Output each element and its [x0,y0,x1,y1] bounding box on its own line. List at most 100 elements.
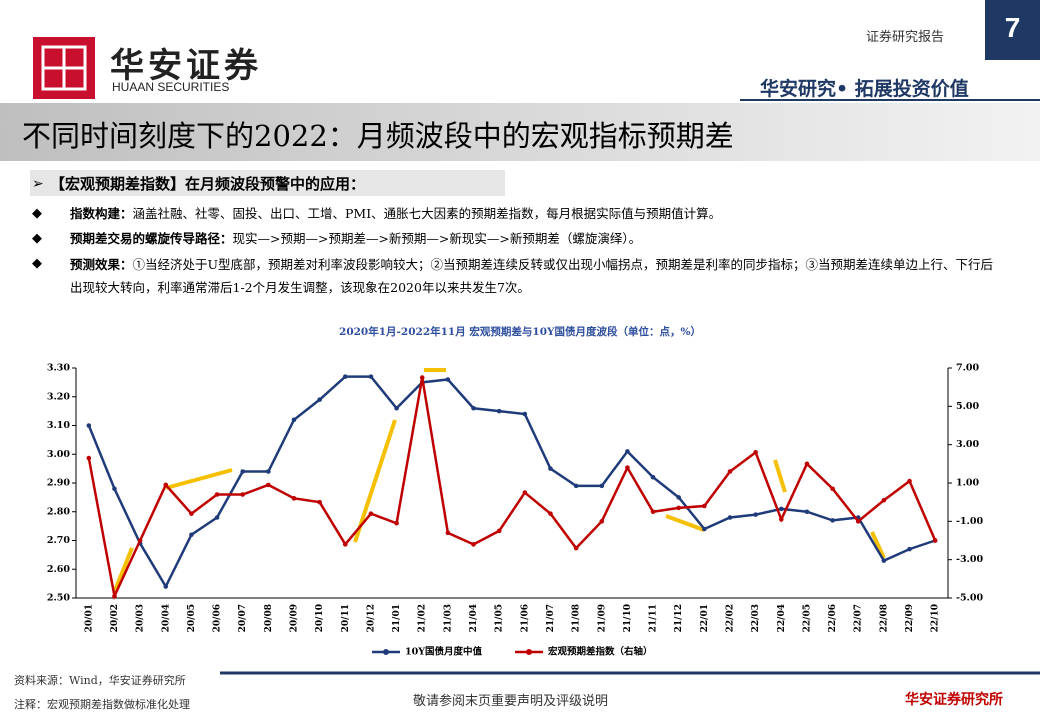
point [496,528,502,534]
point [189,532,194,538]
point [394,520,399,526]
y2-tick-label: 7.00 [956,363,980,374]
y2-tick-label: 3.00 [956,439,980,450]
y-tick-label: 3.30 [47,363,71,374]
y-tick-label: 3.20 [47,391,71,402]
x-tick-label: 20/01 [84,604,94,632]
arrow [165,468,233,490]
x-tick-label: 22/07 [854,604,864,632]
point [342,374,348,379]
brand-en: HUAAN SECURITIES [112,80,230,94]
point [676,495,682,500]
point [394,405,399,411]
point [240,469,246,474]
x-tick-label: 22/09 [905,604,915,632]
point [727,469,733,474]
point [86,423,92,428]
point [368,511,374,516]
x-tick-label: 21/03 [443,604,453,632]
x-tick-label: 21/11 [649,604,659,632]
x-tick-label: 20/06 [213,604,223,632]
point [522,490,528,495]
bullet-text: ①当经济处于U型底部，预期差对利率波段影响较大；②当预期差连续反转或仅出现小幅拐… [70,257,994,295]
arrow [112,547,134,594]
point [676,505,682,511]
section-heading: 【宏观预期差指数】在月频波段预警中的应用： [50,175,366,193]
y2-tick-label: -5.00 [956,593,983,604]
point [471,542,476,547]
point [804,509,810,515]
point [317,499,322,505]
legend-label: 10Y国债月度中值 [405,646,483,658]
point [778,506,784,512]
bullet-mark: ◆ [32,256,42,271]
bullet-lead: 预测效果： [70,257,133,272]
arrow [353,419,397,543]
y2-tick-label: -3.00 [956,554,983,565]
x-tick-label: 22/06 [828,604,838,632]
point [573,483,579,489]
arrow-bullet: ➢ [32,176,44,192]
series-line [87,375,936,590]
bullet-text: 涵盖社融、社零、固投、出口、工增、PMI、通胀七大因素的预期差指数，每月根据实际… [132,206,722,221]
x-tick-label: 21/12 [674,604,684,632]
legend-swatch [526,649,532,655]
source-note: 资料来源：Wind，华安证券研究所 [14,674,186,687]
point [86,455,92,461]
point [830,486,835,492]
point [522,411,528,417]
point [496,408,502,414]
point [753,450,758,455]
point [471,405,476,411]
x-tick-label: 20/04 [161,604,171,632]
y-tick-label: 2.70 [47,535,71,546]
point [189,511,194,516]
slogan: 华安研究• 拓展投资价值 [760,78,969,100]
point [753,512,758,517]
point [137,538,143,543]
x-tick-label: 21/06 [520,604,530,632]
y-tick-label: 2.50 [47,593,71,604]
brand: 华安证券 [110,46,262,86]
point [907,546,912,552]
point [163,584,169,589]
footer-org: 华安证券研究所 [905,692,1003,708]
point [778,517,784,522]
bullet-text: 现实—>预期—>预期差—>新预期—>新现实—>新预期差（螺旋演绎）。 [232,231,642,246]
x-tick-label: 20/05 [187,604,197,632]
x-tick-label: 22/05 [802,604,812,632]
point [368,374,374,379]
bullet-mark: ◆ [32,206,42,221]
point [291,417,297,423]
legend-swatch [383,649,389,655]
x-tick-label: 22/08 [879,604,889,632]
point [291,496,297,501]
slide-title: 不同时间刻度下的2022：月频波段中的宏观指标预期差 [22,119,734,153]
point [573,545,579,551]
arrow [870,531,886,559]
x-tick-label: 21/02 [418,604,428,632]
footer-graphics [220,671,1040,675]
point [445,530,451,536]
annotation-arrows [112,368,886,594]
chart-title: 2020年1月-2022年11月 宏观预期差与10Y国债月度波段（单位：点，%） [339,325,701,338]
x-tick-label: 20/10 [315,604,325,632]
x-tick-label: 20/08 [264,604,274,632]
disclaimer: 敬请参阅末页重要声明及评级说明 [413,694,609,709]
bullet: 预测效果：①当经济处于U型底部，预期差对利率波段影响较大；②当预期差连续反转或仅… [70,253,1000,299]
point [266,469,271,474]
x-tick-label: 21/09 [597,604,607,632]
point [702,526,707,532]
title-band [0,103,1040,161]
page-number: 7 [1004,12,1021,43]
point [266,482,271,488]
point [650,474,656,480]
bullet: 指数构建：涵盖社融、社零、固投、出口、工增、PMI、通胀七大因素的预期差指数，每… [70,203,721,222]
point [214,515,220,520]
bullet: 预期差交易的螺旋传导路径：现实—>预期—>预期差—>新预期—>新现实—>新预期差… [70,228,641,247]
point [625,465,630,470]
point [881,558,887,563]
bullet-mark: ◆ [32,231,42,246]
point [112,593,117,599]
y-tick-label: 3.00 [47,449,71,460]
